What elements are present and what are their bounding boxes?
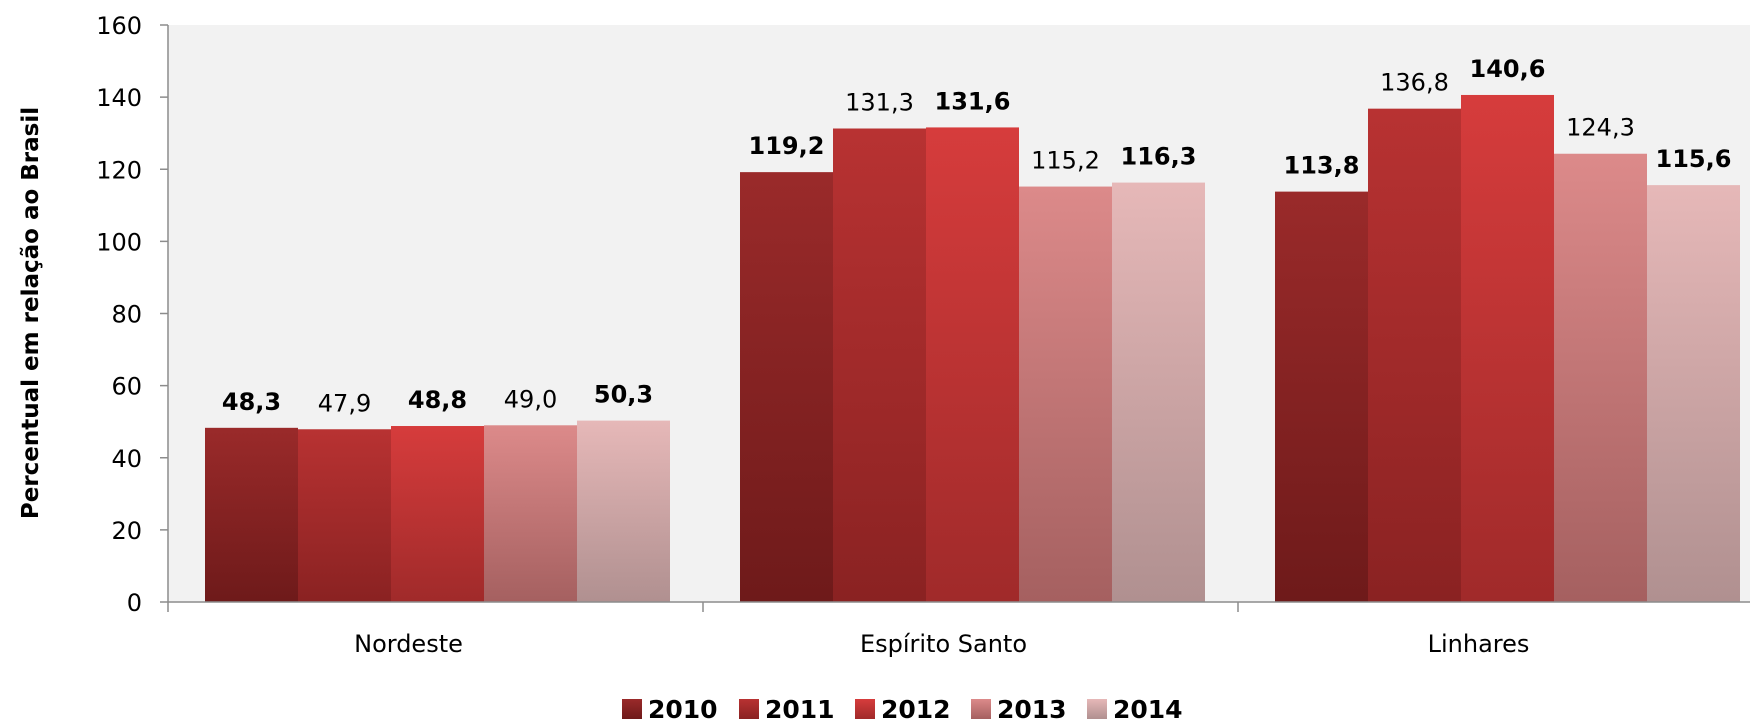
data-label: 131,3 <box>845 88 914 116</box>
bar-nordeste-2011 <box>298 429 391 602</box>
bar-nordeste-2013 <box>484 425 577 602</box>
data-label: 50,3 <box>594 381 653 409</box>
data-label: 140,6 <box>1470 55 1546 83</box>
legend-swatch-2013 <box>971 699 991 719</box>
legend-swatch-2011 <box>739 699 759 719</box>
data-label: 119,2 <box>749 132 825 160</box>
y-tick-label: 80 <box>111 301 142 329</box>
bar-nordeste-2012 <box>391 426 484 602</box>
y-tick-label: 40 <box>111 445 142 473</box>
bar-linhares-2011 <box>1368 108 1461 602</box>
data-label: 49,0 <box>504 385 557 413</box>
y-tick-label: 20 <box>111 517 142 545</box>
data-label: 115,6 <box>1656 145 1732 173</box>
data-label: 113,8 <box>1284 152 1360 180</box>
data-labels: 48,3 47,9 48,8 49,0 50,3 119,2 131,3 131,6 115,2… <box>222 55 1732 417</box>
data-label: 115,2 <box>1031 147 1100 175</box>
bar-espirito-santo-2012 <box>926 127 1019 602</box>
bar-linhares-2013 <box>1554 153 1647 603</box>
bar-linhares-2012 <box>1461 94 1554 603</box>
bar-nordeste-2010 <box>205 427 298 602</box>
bar-linhares-2010 <box>1275 191 1368 602</box>
x-tick-label: Nordeste <box>354 630 463 658</box>
y-tick-label: 160 <box>96 12 142 40</box>
bar-espirito-santo-2013 <box>1019 186 1112 602</box>
bar-espirito-santo-2011 <box>833 128 926 602</box>
axes: 0 20 40 60 80 100 120 140 160 Nordeste Espírito Sa… <box>96 12 1750 658</box>
y-axis-title: Percentual em relação ao Brasil <box>18 107 44 519</box>
y-tick-label: 60 <box>111 373 142 401</box>
bars <box>205 94 1740 603</box>
legend-label-2014: 2014 <box>1113 695 1183 723</box>
legend-swatch-2014 <box>1087 699 1107 719</box>
data-label: 124,3 <box>1566 114 1635 142</box>
bar-nordeste-2014 <box>577 420 670 602</box>
legend: 2010 2011 2012 2013 2014 <box>622 695 1183 723</box>
data-label: 116,3 <box>1121 143 1197 171</box>
legend-label-2012: 2012 <box>881 695 951 723</box>
y-tick-label: 140 <box>96 84 142 112</box>
y-tick-label: 100 <box>96 228 142 256</box>
bar-linhares-2014 <box>1647 185 1740 602</box>
legend-label-2013: 2013 <box>997 695 1067 723</box>
data-label: 48,8 <box>408 386 467 414</box>
y-tick-label: 0 <box>127 589 142 617</box>
x-tick-label: Linhares <box>1428 630 1530 658</box>
data-label: 136,8 <box>1380 69 1449 97</box>
x-tick-label: Espírito Santo <box>860 630 1027 658</box>
data-label: 48,3 <box>222 388 281 416</box>
bar-espirito-santo-2010 <box>740 172 833 602</box>
y-tick-label: 120 <box>96 156 142 184</box>
legend-swatch-2012 <box>855 699 875 719</box>
data-label: 131,6 <box>935 87 1011 115</box>
legend-label-2011: 2011 <box>765 695 835 723</box>
bar-espirito-santo-2014 <box>1112 182 1205 602</box>
legend-swatch-2010 <box>622 699 642 719</box>
legend-label-2010: 2010 <box>648 695 718 723</box>
data-label: 47,9 <box>318 389 371 417</box>
